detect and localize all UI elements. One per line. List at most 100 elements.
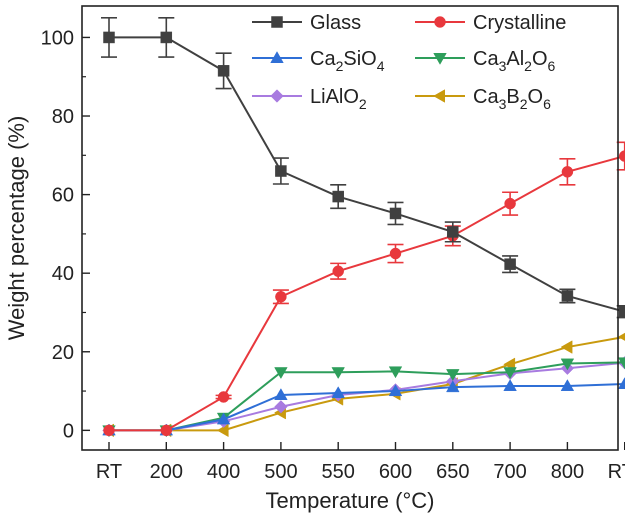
data-point-ca3al2o6 — [274, 367, 288, 380]
legend-label-text: Crystalline — [473, 12, 566, 34]
y-tick-label: 80 — [52, 106, 74, 128]
legend-item-ca3al2o6: Ca3​Al2​O6​ — [415, 48, 556, 74]
legend-label-ca3b2o6: Ca3​B2​O6​ — [473, 86, 551, 112]
legend-label-text: Ca — [473, 86, 499, 108]
data-point-glass — [389, 207, 402, 220]
legend-label-text: O — [528, 86, 544, 108]
legend-label-text: SiO — [343, 48, 376, 70]
legend-label-text: Glass — [310, 12, 361, 34]
legend-marker — [434, 16, 446, 28]
series-line-ca2sio4 — [109, 382, 625, 432]
data-point-crystalline — [332, 265, 344, 277]
legend-label-subscript: 6 — [543, 96, 551, 112]
legend-marker — [433, 89, 445, 103]
legend-label-subscript: 2 — [520, 96, 528, 112]
legend-label-subscript: 6 — [548, 58, 556, 74]
data-point-glass — [447, 226, 459, 238]
series-glass — [101, 16, 625, 319]
data-point-ca3al2o6 — [331, 367, 345, 380]
x-tick-label: RT — [96, 461, 122, 483]
legend-label-subscript: 3 — [499, 96, 507, 112]
plot-layer — [101, 16, 625, 438]
x-tick-label: 600 — [379, 461, 412, 483]
data-point-glass — [332, 190, 344, 203]
y-tick-label: 60 — [52, 185, 74, 207]
y-tick-label: 20 — [52, 342, 74, 364]
legend-item-ca3b2o6: Ca3​B2​O6​ — [415, 86, 551, 112]
legend-marker — [270, 89, 284, 103]
legend-label-subscript: 2 — [524, 58, 532, 74]
legend-marker — [433, 53, 447, 65]
legend-label-text: B — [506, 86, 519, 108]
x-axis-title: Temperature (°C) — [266, 488, 435, 513]
legend-label-subscript: 3 — [499, 58, 507, 74]
data-point-ca2sio4 — [503, 379, 517, 391]
data-point-ca2sio4 — [331, 386, 345, 399]
series-line-ca3b2o6 — [109, 335, 625, 432]
data-point-crystalline — [160, 424, 173, 437]
legend-label-text: Ca — [310, 48, 336, 70]
data-point-glass — [275, 165, 287, 177]
y-tick-label: 40 — [52, 263, 74, 285]
data-point-glass — [618, 305, 625, 318]
legend-label-text: LiAlO — [310, 86, 359, 108]
x-tick-label: 400 — [207, 461, 240, 483]
data-point-crystalline — [103, 424, 115, 437]
legend-label-text: Ca — [473, 48, 499, 70]
data-point-ca3al2o6 — [388, 366, 403, 379]
x-tick-label: 200 — [150, 461, 183, 483]
legend-label-subscript: 2 — [359, 96, 367, 112]
data-point-ca3al2o6 — [560, 358, 575, 371]
data-point-ca3b2o6 — [617, 332, 625, 341]
legend-marker — [271, 16, 283, 28]
axes-layer: 0 20 40 60 80 100 RT 200 400 500 550 600 650 700 800 RT… — [41, 27, 625, 483]
legend-label-text: Al — [506, 48, 524, 70]
legend-label-subscript: 4 — [377, 58, 385, 74]
y-axis-title: Weight percentage (%) — [4, 116, 29, 341]
data-point-crystalline — [389, 247, 402, 260]
x-tick-label: 550 — [322, 461, 355, 483]
data-point-ca2sio4 — [560, 379, 575, 391]
legend-item-glass: Glass — [252, 12, 361, 34]
x-tick-label: 650 — [436, 461, 469, 483]
legend-label-ca2sio4: Ca2​SiO4​ — [310, 48, 385, 74]
data-point-glass — [561, 290, 574, 302]
legend-label-ca3al2o6: Ca3​Al2​O6​ — [473, 48, 556, 74]
y-tick-label: 100 — [41, 27, 74, 49]
data-point-ca2sio4 — [446, 380, 460, 393]
legend-label-crystalline: Crystalline — [473, 12, 566, 34]
data-point-glass — [103, 31, 115, 44]
x-tick-label: RTc — [608, 461, 625, 483]
data-point-ca3al2o6 — [446, 369, 460, 381]
data-point-lialo2 — [274, 400, 288, 414]
legend-label-glass: Glass — [310, 12, 361, 34]
data-point-ca3b2o6 — [560, 340, 573, 354]
legend-label-subscript: 2 — [336, 58, 344, 74]
data-point-crystalline — [561, 166, 574, 178]
data-point-crystalline — [504, 197, 516, 210]
x-tick-label: 700 — [493, 461, 526, 483]
data-point-ca2sio4 — [216, 412, 231, 425]
legend-item-crystalline: Crystalline — [415, 12, 566, 34]
x-tick-label: 500 — [264, 461, 297, 483]
data-point-glass — [160, 31, 173, 44]
legend: Glass Crystalline Ca2​SiO4​ Ca3​Al2​O6​ LiAl… — [252, 12, 566, 112]
legend-item-lialo2: LiAlO2​ — [252, 86, 367, 112]
y-tick-label: 0 — [63, 420, 74, 442]
series-line-glass — [109, 36, 625, 313]
data-point-glass — [504, 258, 516, 270]
data-point-ca2sio4 — [274, 388, 288, 400]
legend-marker — [270, 51, 284, 63]
legend-label-lialo2: LiAlO2​ — [310, 86, 367, 112]
data-point-ca2sio4 — [388, 384, 403, 397]
legend-label-text: O — [532, 48, 548, 70]
data-point-ca3al2o6 — [503, 367, 517, 380]
data-point-crystalline — [217, 391, 230, 403]
x-tick-label: 800 — [551, 461, 584, 483]
plot-frame — [81, 5, 619, 451]
data-point-crystalline — [275, 291, 287, 303]
series-line-crystalline — [109, 155, 625, 432]
data-point-glass — [217, 65, 230, 77]
